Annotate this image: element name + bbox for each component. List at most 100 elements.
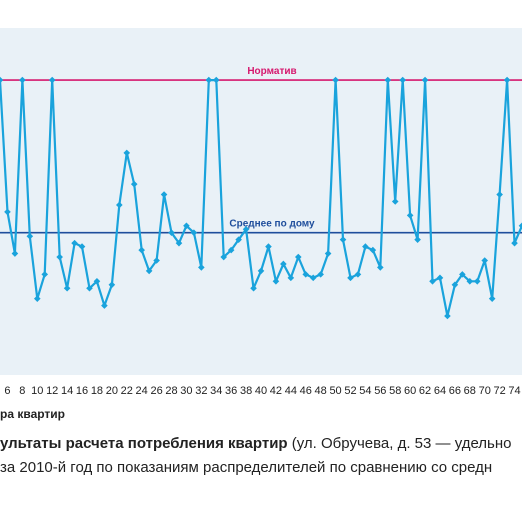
x-tick-label: 16 <box>76 385 88 397</box>
series-layer <box>0 76 522 320</box>
x-tick-label: 68 <box>464 385 476 397</box>
data-point <box>317 271 324 278</box>
data-point <box>175 239 183 247</box>
data-point <box>391 198 399 205</box>
x-axis-title: ра квартир <box>0 407 65 421</box>
x-tick-label: 62 <box>419 385 431 397</box>
data-point <box>384 76 392 84</box>
data-point <box>444 312 451 320</box>
data-point <box>339 236 347 243</box>
chart: Норматив Среднее по дому 6 8 10 12 14 16 18 20 22… <box>0 28 522 421</box>
reference-line-label: Среднее по дому <box>229 219 315 230</box>
data-point <box>212 76 220 84</box>
x-tick-label: 8 <box>19 385 25 397</box>
data-point <box>138 246 145 254</box>
x-tick-label: 74 <box>508 385 520 397</box>
x-tick-label: 54 <box>359 385 371 397</box>
reference-lines: Норматив Среднее по дому <box>0 66 522 234</box>
data-point <box>332 76 339 84</box>
data-point <box>496 191 503 198</box>
data-point <box>56 253 63 261</box>
x-tick-label: 30 <box>180 385 192 397</box>
data-point <box>48 76 56 84</box>
data-point <box>511 239 518 247</box>
data-point <box>503 76 511 84</box>
data-point <box>421 76 429 84</box>
data-point <box>153 257 160 264</box>
x-tick-label: 18 <box>91 385 103 397</box>
data-point <box>459 271 466 278</box>
data-point <box>26 232 34 240</box>
data-point <box>265 243 272 250</box>
data-point <box>242 225 250 233</box>
x-tick-label: 26 <box>150 385 162 397</box>
x-tick-label: 24 <box>136 385 148 397</box>
x-tick-label: 66 <box>449 385 461 397</box>
x-axis-ticks: 6 8 10 12 14 16 18 20 22 24 26 28 30 32 34 36 38 40 42 44 46… <box>4 385 520 397</box>
x-tick-label: 44 <box>285 385 297 397</box>
x-tick-label: 46 <box>300 385 312 397</box>
data-point <box>19 76 26 84</box>
x-tick-label: 34 <box>210 385 222 397</box>
data-point <box>160 191 168 198</box>
data-point <box>183 222 190 230</box>
data-point <box>63 284 71 292</box>
x-tick-label: 56 <box>374 385 386 397</box>
x-tick-label: 20 <box>106 385 118 397</box>
data-point <box>11 250 19 257</box>
data-point <box>473 278 481 285</box>
data-point <box>429 278 436 285</box>
data-point <box>488 295 496 302</box>
caption-line-2: за 2010-й год по показаниям распределите… <box>0 459 493 476</box>
data-point <box>369 246 377 254</box>
data-point <box>362 243 369 250</box>
x-tick-label: 58 <box>389 385 401 397</box>
data-point <box>198 264 205 271</box>
data-point <box>78 243 86 250</box>
x-tick-label: 6 <box>4 385 10 397</box>
x-tick-label: 38 <box>240 385 252 397</box>
x-tick-label: 70 <box>479 385 491 397</box>
data-point <box>436 274 444 282</box>
data-point <box>451 281 459 289</box>
data-point <box>101 302 108 309</box>
data-point <box>116 201 123 209</box>
data-point <box>123 149 131 157</box>
data-point <box>406 212 414 219</box>
data-point <box>130 180 138 188</box>
data-point <box>86 284 93 292</box>
data-point <box>414 236 421 243</box>
data-point <box>0 76 4 84</box>
data-point <box>227 246 235 254</box>
data-point <box>257 267 265 275</box>
data-point <box>324 250 332 257</box>
data-point <box>41 271 49 278</box>
x-tick-label: 52 <box>344 385 356 397</box>
data-point <box>399 76 406 84</box>
data-point <box>108 281 116 289</box>
chart-svg: Норматив Среднее по дому 6 8 10 12 14 16 18 20 22… <box>0 28 522 421</box>
data-point <box>4 208 11 216</box>
caption-rest: (ул. Обручева, д. 53 — удельно <box>287 435 512 452</box>
x-tick-label: 32 <box>195 385 207 397</box>
data-point <box>145 267 153 275</box>
data-point <box>33 295 41 302</box>
x-tick-label: 50 <box>329 385 341 397</box>
x-tick-label: 48 <box>315 385 327 397</box>
x-tick-label: 64 <box>434 385 446 397</box>
data-point <box>309 274 317 282</box>
data-point <box>93 278 101 285</box>
x-tick-label: 10 <box>31 385 43 397</box>
figure-caption: ультаты расчета потребления квартир (ул.… <box>0 432 522 480</box>
data-point <box>168 229 175 237</box>
data-point <box>466 278 474 285</box>
data-point <box>280 260 287 268</box>
data-point <box>205 76 213 84</box>
data-point <box>347 274 354 282</box>
data-point <box>272 278 280 285</box>
x-tick-label: 60 <box>404 385 416 397</box>
caption-bold: ультаты расчета потребления квартир <box>0 435 288 452</box>
x-tick-label: 42 <box>270 385 282 397</box>
data-point <box>190 229 198 237</box>
data-point <box>287 274 295 282</box>
